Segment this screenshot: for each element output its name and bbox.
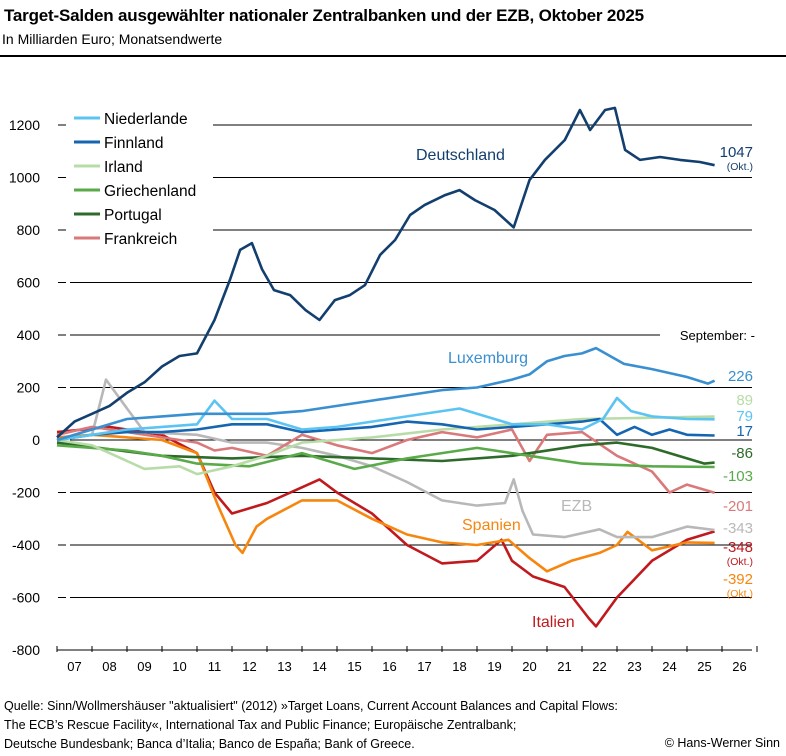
y-tick-label: 0 <box>32 432 40 448</box>
series-label: Luxemburg <box>448 350 528 367</box>
y-tick-label: -800 <box>12 642 40 658</box>
series-line-italien <box>56 425 715 628</box>
end-value-label: -86 <box>731 445 753 462</box>
end-value-label: 79 <box>736 408 753 425</box>
x-tick-label: 11 <box>208 659 222 674</box>
series-line-irland <box>56 415 715 476</box>
series-label: Deutschland <box>416 147 505 164</box>
x-tick-label: 19 <box>487 659 501 674</box>
copyright: © Hans-Werner Sinn <box>664 736 780 750</box>
end-value-label: -201 <box>723 498 753 515</box>
chart-subtitle: In Milliarden Euro; Monatsendwerte <box>2 31 223 47</box>
y-tick-label: 1000 <box>9 170 40 186</box>
legend-label: Portugal <box>104 207 162 224</box>
x-tick-label: 18 <box>452 659 466 674</box>
x-tick-label: 10 <box>172 659 186 674</box>
end-note-label: (Okt.) <box>727 556 753 568</box>
legend-label: Griechenland <box>104 183 196 200</box>
x-tick-label: 09 <box>137 659 151 674</box>
title-divider <box>0 55 786 57</box>
x-tick-label: 15 <box>347 659 361 674</box>
x-tick-label: 17 <box>417 659 431 674</box>
y-tick-label: 200 <box>17 380 41 396</box>
x-tick-label: 22 <box>592 659 606 674</box>
end-note-label: (Okt.) <box>727 588 753 600</box>
x-tick-label: 07 <box>67 659 81 674</box>
series-line-niederlande <box>56 396 715 442</box>
legend-label: Irland <box>104 159 143 176</box>
end-value-label: 17 <box>736 423 753 440</box>
series-label: Italien <box>532 614 575 631</box>
x-tick-label: 24 <box>662 659 676 674</box>
y-tick-label: 400 <box>17 327 41 343</box>
y-tick-label: -600 <box>12 590 40 606</box>
series-line-deutschland <box>56 106 715 439</box>
end-value-label: -392 <box>723 571 753 588</box>
series-line-frankreich <box>56 425 715 495</box>
y-tick-label: -400 <box>12 537 40 553</box>
legend-label: Finnland <box>104 135 163 152</box>
source-line: Quelle: Sinn/Wollmershäuser "aktualisier… <box>4 699 618 713</box>
x-tick-label: 25 <box>697 659 711 674</box>
legend-label: Niederlande <box>104 111 188 128</box>
source-line: Deutsche Bundesbank; Banca d’Italia; Ban… <box>4 737 415 751</box>
x-tick-label: 13 <box>277 659 291 674</box>
x-tick-label: 08 <box>102 659 116 674</box>
end-value-label: -343 <box>723 520 753 537</box>
y-tick-label: -200 <box>12 485 40 501</box>
x-tick-label: 23 <box>627 659 641 674</box>
source-note: Quelle: Sinn/Wollmershäuser "aktualisier… <box>4 697 618 754</box>
end-value-label: -103 <box>723 468 753 485</box>
x-tick-label: 21 <box>557 659 571 674</box>
series-line-finnland <box>56 417 715 442</box>
end-value-label: 226 <box>728 368 753 385</box>
end-value-label: 1047 <box>720 144 753 161</box>
y-tick-label: 1200 <box>9 117 40 133</box>
series-label: EZB <box>561 498 592 515</box>
series-line-luxemburg <box>56 346 716 442</box>
y-tick-label: 600 <box>17 275 41 291</box>
chart-title: Target-Salden ausgewählter nationaler Ze… <box>4 6 644 25</box>
end-note-label: (Okt.) <box>727 161 753 173</box>
series-line-griechenland <box>56 444 715 471</box>
series-line-portugal <box>56 441 715 465</box>
end-value-label: 89 <box>736 392 753 409</box>
x-tick-label: 20 <box>522 659 536 674</box>
x-tick-label: 12 <box>242 659 256 674</box>
x-tick-label: 16 <box>382 659 396 674</box>
x-tick-label: 14 <box>312 659 326 674</box>
series-line-spanien <box>56 433 715 573</box>
x-tick-label: 26 <box>732 659 746 674</box>
source-line: The ECB’s Rescue Facility«, Internationa… <box>4 718 517 732</box>
end-value-label: -348 <box>723 539 753 556</box>
september-marker: September: - <box>680 328 755 343</box>
y-tick-label: 800 <box>17 222 41 238</box>
series-label: Spanien <box>462 517 521 534</box>
legend-label: Frankreich <box>104 231 177 248</box>
